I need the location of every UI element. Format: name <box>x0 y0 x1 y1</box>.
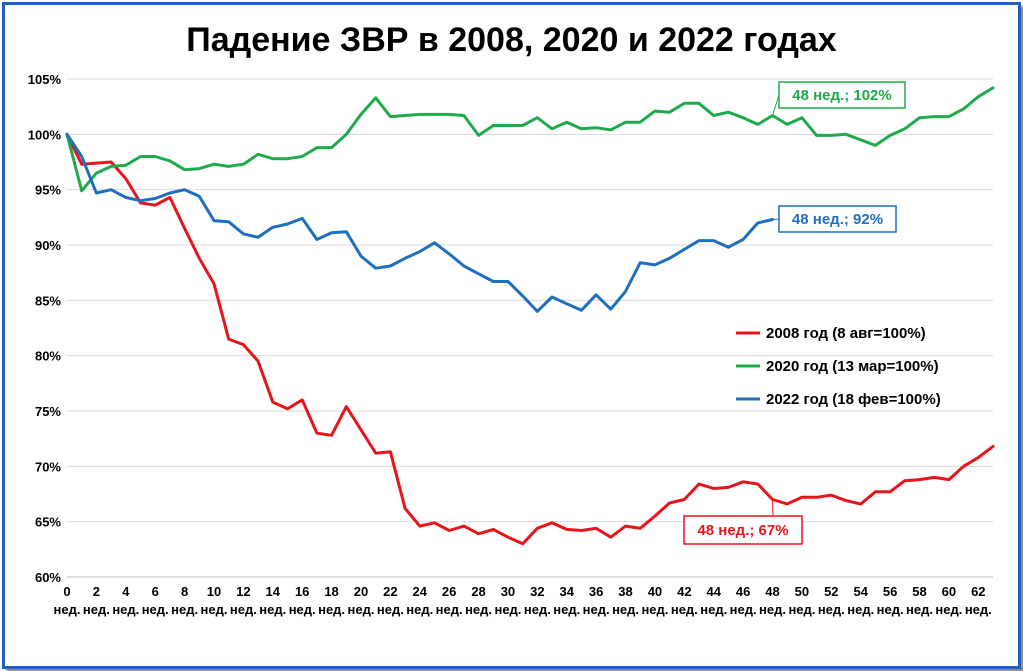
x-tick-label: 52 <box>824 584 838 599</box>
x-tick-unit: нед. <box>406 602 433 617</box>
y-tick-label: 75% <box>35 404 61 419</box>
x-tick-unit: нед. <box>465 602 492 617</box>
y-tick-label: 95% <box>35 183 61 198</box>
x-tick-label: 8 <box>181 584 188 599</box>
x-tick-label: 50 <box>795 584 809 599</box>
x-tick-unit: нед. <box>112 602 139 617</box>
annotation-box <box>778 205 897 233</box>
series-line-0 <box>65 132 995 546</box>
annotation-box <box>683 515 803 545</box>
x-tick-label: 62 <box>971 584 985 599</box>
x-tick-unit: нед. <box>641 602 668 617</box>
x-tick-unit: нед. <box>524 602 551 617</box>
x-tick-label: 0 <box>63 584 70 599</box>
x-tick-unit: нед. <box>877 602 904 617</box>
x-tick-unit: нед. <box>730 602 757 617</box>
series-line-2 <box>65 132 774 313</box>
y-tick-label: 105% <box>28 72 62 87</box>
annotation-leader <box>772 218 780 221</box>
x-tick-unit: нед. <box>818 602 845 617</box>
x-tick-unit: нед. <box>54 602 81 617</box>
x-tick-label: 6 <box>152 584 159 599</box>
x-tick-unit: нед. <box>759 602 786 617</box>
x-tick-unit: нед. <box>347 602 374 617</box>
x-tick-label: 48 <box>765 584 779 599</box>
y-tick-label: 90% <box>35 238 61 253</box>
x-tick-unit: нед. <box>612 602 639 617</box>
y-tick-label: 100% <box>28 127 62 142</box>
x-tick-label: 26 <box>442 584 456 599</box>
x-tick-unit: нед. <box>965 602 992 617</box>
annotation-box <box>778 81 906 109</box>
x-tick-unit: нед. <box>259 602 286 617</box>
x-tick-label: 10 <box>207 584 221 599</box>
x-tick-unit: нед. <box>377 602 404 617</box>
legend-label: 2020 год (13 мар=100%) <box>766 358 939 375</box>
y-tick-label: 60% <box>35 570 61 585</box>
x-tick-label: 42 <box>677 584 691 599</box>
x-tick-unit: нед. <box>847 602 874 617</box>
x-tick-label: 2 <box>93 584 100 599</box>
x-tick-label: 24 <box>413 584 428 599</box>
chart-title: Падение ЗВР в 2008, 2020 и 2022 годах <box>186 21 837 59</box>
x-tick-unit: нед. <box>700 602 727 617</box>
x-tick-unit: нед. <box>494 602 521 617</box>
annotation-leader <box>772 94 780 116</box>
annotation-label: 48 нед.; 67% <box>697 522 788 539</box>
x-tick-label: 54 <box>853 584 868 599</box>
x-tick-label: 18 <box>324 584 338 599</box>
x-tick-unit: нед. <box>553 602 580 617</box>
x-tick-label: 36 <box>589 584 603 599</box>
x-tick-label: 30 <box>501 584 515 599</box>
x-tick-unit: нед. <box>230 602 257 617</box>
x-tick-label: 20 <box>354 584 368 599</box>
x-tick-unit: нед. <box>671 602 698 617</box>
x-tick-label: 58 <box>912 584 926 599</box>
x-tick-unit: нед. <box>83 602 110 617</box>
annotation-label: 48 нед.; 92% <box>792 211 883 228</box>
x-tick-label: 46 <box>736 584 750 599</box>
x-tick-unit: нед. <box>201 602 228 617</box>
annotation-label: 48 нед.; 102% <box>792 87 891 104</box>
legend-label: 2022 год (18 фев=100%) <box>766 391 941 408</box>
x-tick-label: 28 <box>471 584 485 599</box>
x-tick-label: 60 <box>942 584 956 599</box>
x-tick-unit: нед. <box>171 602 198 617</box>
x-tick-label: 44 <box>706 584 721 599</box>
x-tick-unit: нед. <box>436 602 463 617</box>
x-tick-unit: нед. <box>935 602 962 617</box>
x-tick-label: 32 <box>530 584 544 599</box>
x-tick-unit: нед. <box>318 602 345 617</box>
x-tick-unit: нед. <box>788 602 815 617</box>
series-line-1 <box>65 86 995 193</box>
x-tick-unit: нед. <box>583 602 610 617</box>
x-tick-unit: нед. <box>906 602 933 617</box>
x-tick-unit: нед. <box>289 602 316 617</box>
x-tick-label: 4 <box>122 584 130 599</box>
x-tick-label: 34 <box>560 584 575 599</box>
x-tick-label: 14 <box>266 584 281 599</box>
y-tick-label: 65% <box>35 515 61 530</box>
x-tick-unit: нед. <box>142 602 169 617</box>
legend-label: 2008 год (8 авг=100%) <box>766 325 926 342</box>
x-tick-label: 22 <box>383 584 397 599</box>
x-tick-label: 16 <box>295 584 309 599</box>
y-tick-label: 70% <box>35 459 61 474</box>
x-tick-label: 38 <box>618 584 632 599</box>
x-tick-label: 56 <box>883 584 897 599</box>
x-tick-label: 40 <box>648 584 662 599</box>
x-tick-label: 12 <box>236 584 250 599</box>
y-tick-label: 80% <box>35 349 61 364</box>
y-tick-label: 85% <box>35 293 61 308</box>
